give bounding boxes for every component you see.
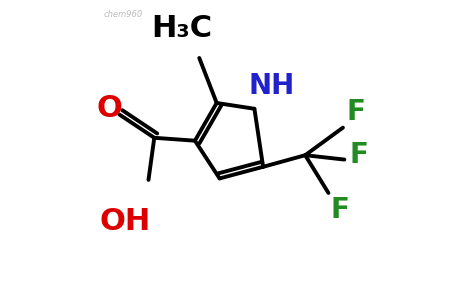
Text: chem960: chem960 [103, 10, 143, 19]
Text: H₃C: H₃C [151, 14, 212, 43]
Text: O: O [96, 94, 122, 123]
Text: NH: NH [249, 71, 295, 100]
Text: F: F [346, 98, 365, 126]
Text: F: F [349, 141, 368, 169]
Text: F: F [330, 196, 349, 224]
Text: OH: OH [100, 207, 151, 236]
